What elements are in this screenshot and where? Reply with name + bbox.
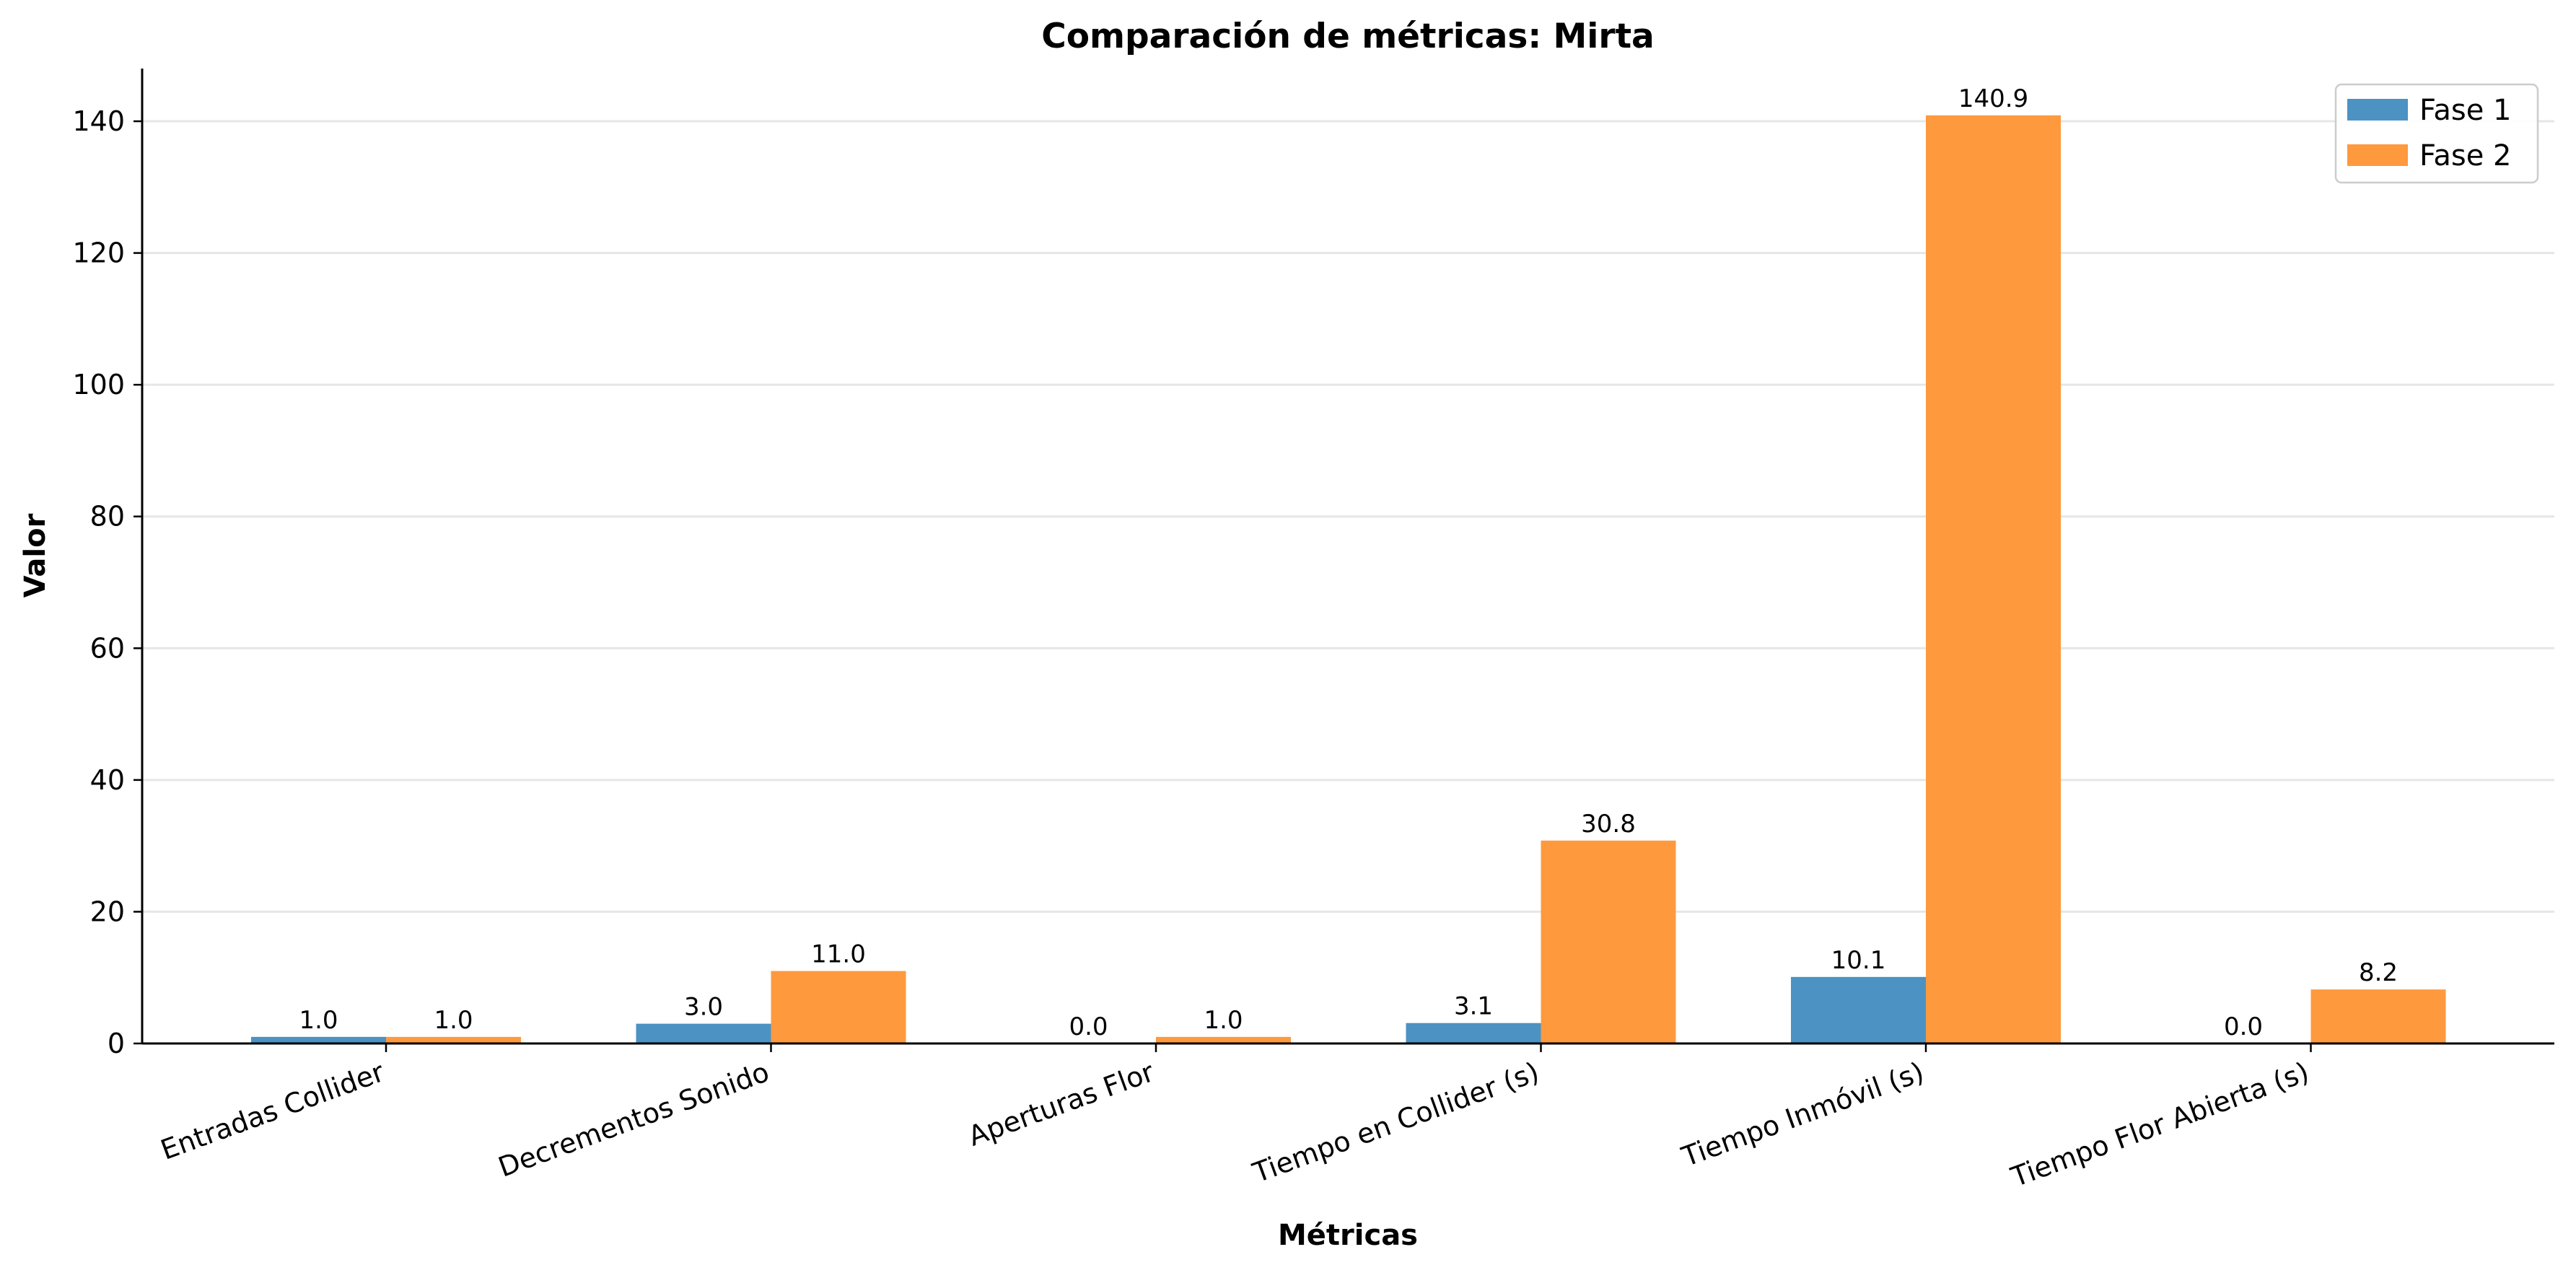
legend-label: Fase 2 (2419, 139, 2511, 172)
bar-fase-1 (1791, 976, 1926, 1043)
x-tick-label: Tiempo Inmóvil (s) (1677, 1056, 1928, 1173)
chart-title: Comparación de métricas: Mirta (1041, 17, 1655, 56)
data-label: 3.1 (1454, 992, 1493, 1021)
gridlines (142, 120, 2554, 913)
y-tick-label: 140 (72, 105, 125, 137)
data-label: 30.8 (1581, 810, 1636, 839)
data-label: 8.2 (2359, 958, 2398, 987)
y-axis-title: Valor (19, 513, 52, 598)
data-labels: 1.0 3.0 0.0 3.1 10.1 0.0 1.0 11.0 1.0 30.8 140.9 8.… (299, 84, 2398, 1041)
bar-fase-1 (251, 1036, 386, 1043)
legend-label: Fase 1 (2419, 94, 2511, 127)
x-tick-label: Tiempo en Collider (s) (1248, 1056, 1543, 1189)
bar-fase-1 (1406, 1023, 1541, 1043)
bars (251, 115, 2446, 1043)
data-label: 1.0 (434, 1006, 473, 1035)
y-tick-label: 20 (90, 896, 125, 927)
data-label: 140.9 (1958, 84, 2028, 113)
legend: Fase 1 Fase 2 (2334, 83, 2539, 184)
y-tick-label: 80 (90, 501, 125, 533)
x-tick-label: Entradas Collider (157, 1056, 389, 1166)
legend-swatch (2347, 99, 2408, 121)
data-label: 1.0 (299, 1006, 338, 1035)
y-tick-label: 0 (108, 1028, 125, 1059)
data-label: 10.1 (1831, 946, 1886, 975)
bar-fase-2 (1541, 840, 1676, 1043)
data-label: 1.0 (1204, 1006, 1243, 1035)
bar-fase-1 (636, 1023, 771, 1043)
data-label: 0.0 (1069, 1012, 1108, 1041)
bar-fase-2 (1926, 115, 2061, 1043)
bar-fase-2 (2310, 989, 2446, 1043)
y-tick-label: 100 (72, 369, 125, 401)
bar-fase-2 (386, 1036, 521, 1043)
data-label: 11.0 (811, 940, 866, 969)
x-tick-label: Tiempo Flor Abierta (s) (2007, 1056, 2313, 1194)
legend-swatch (2347, 144, 2408, 166)
y-tick-label: 40 (90, 764, 125, 796)
bar-fase-2 (771, 971, 906, 1043)
data-label: 3.0 (684, 993, 723, 1022)
y-tick-label: 60 (90, 632, 125, 664)
bar-fase-2 (1156, 1036, 1291, 1043)
x-axis-title: Métricas (1278, 1219, 1418, 1252)
data-label: 0.0 (2224, 1012, 2263, 1041)
y-tick-label: 120 (72, 237, 125, 269)
x-tick-label: Aperturas Flor (964, 1056, 1158, 1152)
x-tick-label: Decrementos Sonido (494, 1056, 774, 1183)
